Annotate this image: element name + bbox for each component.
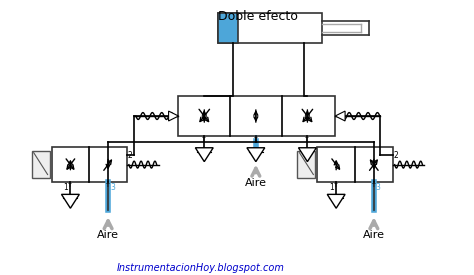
Polygon shape <box>327 194 345 208</box>
Text: Aire: Aire <box>97 230 119 240</box>
Text: 2: 2 <box>394 151 399 160</box>
Text: 2: 2 <box>128 151 133 160</box>
Polygon shape <box>62 194 79 208</box>
Bar <box>317 147 392 182</box>
Polygon shape <box>169 111 179 121</box>
Text: InstrumentacionHoy.blogspot.com: InstrumentacionHoy.blogspot.com <box>117 263 284 273</box>
Bar <box>52 147 127 182</box>
Bar <box>179 96 335 136</box>
Text: 1: 1 <box>64 183 68 192</box>
Text: 3: 3 <box>110 183 115 192</box>
Text: T: T <box>68 183 73 188</box>
Bar <box>218 13 238 43</box>
Text: 3: 3 <box>376 183 381 192</box>
Bar <box>298 151 315 178</box>
Polygon shape <box>195 148 213 162</box>
Bar <box>32 151 50 178</box>
Bar <box>218 13 322 43</box>
Text: T: T <box>254 137 258 142</box>
Polygon shape <box>247 148 265 162</box>
Text: Aire: Aire <box>363 230 385 240</box>
Text: T: T <box>372 183 376 188</box>
Polygon shape <box>335 111 345 121</box>
Text: T: T <box>334 183 338 188</box>
Text: T: T <box>202 137 206 142</box>
Text: 1: 1 <box>329 183 334 192</box>
Text: Doble efecto: Doble efecto <box>218 10 298 23</box>
Text: T: T <box>106 183 110 188</box>
Text: Aire: Aire <box>245 177 267 188</box>
Polygon shape <box>299 148 316 162</box>
Text: T: T <box>305 137 310 142</box>
